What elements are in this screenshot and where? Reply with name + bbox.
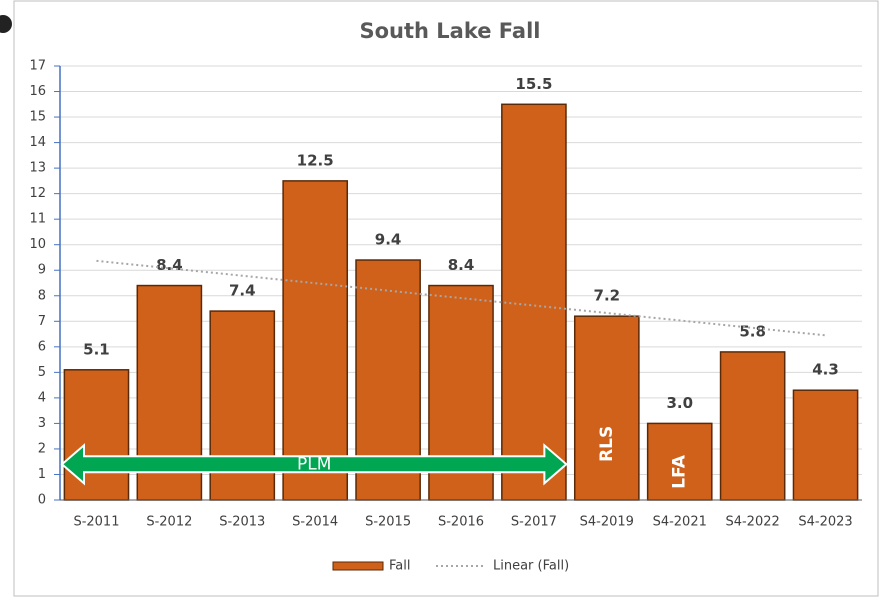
y-tick-label: 15 <box>29 110 46 125</box>
value-label: 15.5 <box>515 75 552 93</box>
value-label: 9.4 <box>375 231 402 249</box>
bar <box>501 103 567 501</box>
bar <box>719 351 786 501</box>
x-tick-label: S4-2023 <box>798 515 852 530</box>
x-tick-label: S-2017 <box>511 515 557 530</box>
value-label: 7.4 <box>229 282 256 300</box>
value-label: 4.3 <box>812 361 839 379</box>
bar <box>646 422 713 501</box>
y-tick-label: 9 <box>38 263 46 278</box>
y-tick-label: 11 <box>29 212 46 227</box>
plm-arrow <box>60 443 568 486</box>
annotation: LFA <box>670 454 690 488</box>
annotation: RLS <box>597 426 617 462</box>
y-tick-label: 13 <box>29 161 46 176</box>
y-tick-label: 12 <box>29 186 46 201</box>
value-label: 3.0 <box>666 394 693 412</box>
bar <box>63 369 130 501</box>
x-tick-label: S-2014 <box>292 515 338 530</box>
y-tick-label: 14 <box>29 135 46 150</box>
bar <box>573 315 640 501</box>
x-tick-label: S-2012 <box>146 515 192 530</box>
legend-swatch <box>332 561 384 571</box>
y-tick-label: 17 <box>29 59 46 74</box>
x-tick-label: S4-2019 <box>580 515 634 530</box>
corner-icon <box>0 15 12 33</box>
annotation: PLM <box>297 454 331 474</box>
x-tick-label: S-2016 <box>438 515 484 530</box>
x-tick-label: S-2011 <box>73 515 119 530</box>
x-tick-label: S-2013 <box>219 515 265 530</box>
value-label: 7.2 <box>594 287 621 305</box>
value-label: 5.8 <box>739 322 766 340</box>
trendline <box>96 259 826 337</box>
y-tick-label: 10 <box>29 237 46 252</box>
legend-label: Fall <box>389 559 410 574</box>
value-label: 8.4 <box>156 256 183 274</box>
value-label: 12.5 <box>297 151 334 169</box>
y-tick-label: 5 <box>38 365 46 380</box>
y-tick-label: 2 <box>38 441 46 456</box>
chart-title: South Lake Fall <box>360 19 541 43</box>
y-tick-label: 6 <box>38 339 46 354</box>
value-label: 5.1 <box>83 340 110 358</box>
y-tick-label: 3 <box>38 416 46 431</box>
legend-label: Linear (Fall) <box>493 559 569 574</box>
y-tick-label: 7 <box>38 314 46 329</box>
bar <box>282 180 349 501</box>
x-tick-label: S4-2021 <box>653 515 707 530</box>
value-label: 8.4 <box>448 256 475 274</box>
y-tick-label: 4 <box>38 390 46 405</box>
y-tick-label: 8 <box>38 288 46 303</box>
y-tick-label: 1 <box>38 467 46 482</box>
x-tick-label: S4-2022 <box>725 515 779 530</box>
x-tick-label: S-2015 <box>365 515 411 530</box>
y-tick-label: 16 <box>29 84 46 99</box>
bar <box>792 389 859 501</box>
y-tick-label: 0 <box>38 493 46 508</box>
